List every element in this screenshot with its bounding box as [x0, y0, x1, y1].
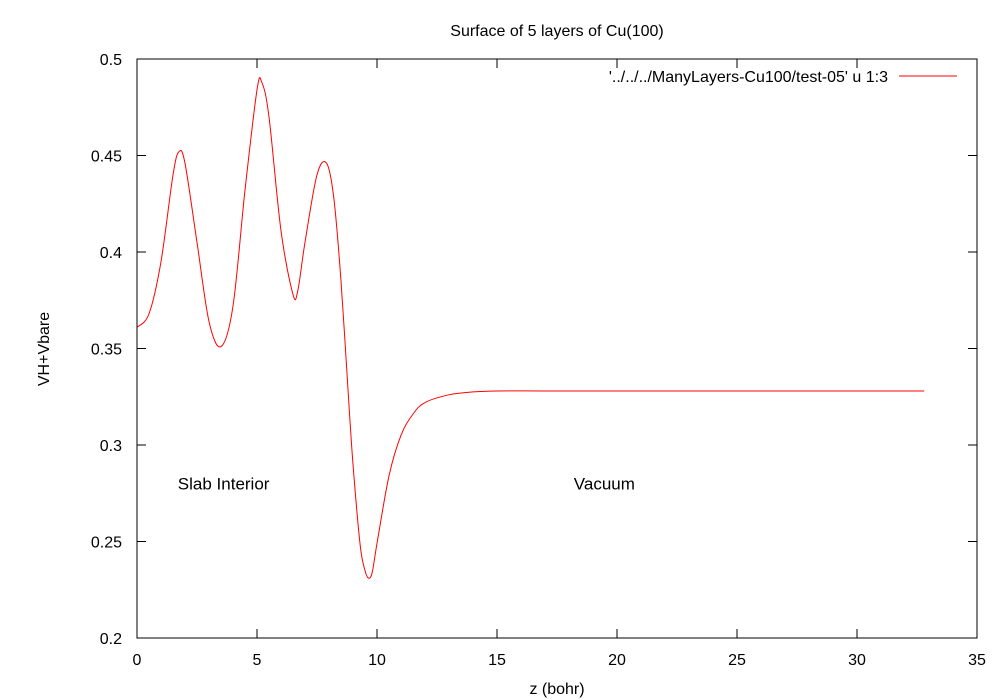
annotation-label: Vacuum	[574, 475, 635, 494]
x-axis-label: z (bohr)	[529, 681, 584, 698]
y-tick-label: 0.25	[91, 535, 122, 552]
legend: '../../../ManyLayers-Cu100/test-05' u 1:…	[609, 69, 957, 86]
chart-title: Surface of 5 layers of Cu(100)	[450, 23, 663, 40]
y-tick-label: 0.35	[91, 342, 122, 359]
y-tick-label: 0.45	[91, 149, 122, 166]
series-layer	[136, 77, 925, 579]
axis-ticks: 0 5 10 15 20 25 30 35 0.2 0.25 0.3 0.35 0.4 0.45 0.5	[91, 52, 986, 669]
x-tick-label: 15	[488, 652, 506, 669]
legend-label: '../../../ManyLayers-Cu100/test-05' u 1:…	[609, 69, 888, 86]
annotation-label: Slab Interior	[178, 475, 270, 494]
x-tick-label: 35	[968, 652, 986, 669]
series-line	[136, 77, 925, 579]
annotations: Slab Interior Vacuum	[178, 475, 635, 494]
y-tick-label: 0.5	[100, 52, 122, 69]
x-tick-label: 30	[848, 652, 866, 669]
x-tick-label: 0	[133, 652, 142, 669]
plot-frame	[136, 58, 978, 639]
y-tick-label: 0.4	[100, 245, 122, 262]
y-axis-label: VH+Vbare	[36, 312, 53, 386]
x-tick-label: 25	[728, 652, 746, 669]
y-tick-label: 0.2	[100, 631, 122, 648]
x-tick-label: 10	[368, 652, 386, 669]
y-tick-label: 0.3	[100, 438, 122, 455]
x-tick-label: 5	[253, 652, 262, 669]
x-tick-label: 20	[608, 652, 626, 669]
